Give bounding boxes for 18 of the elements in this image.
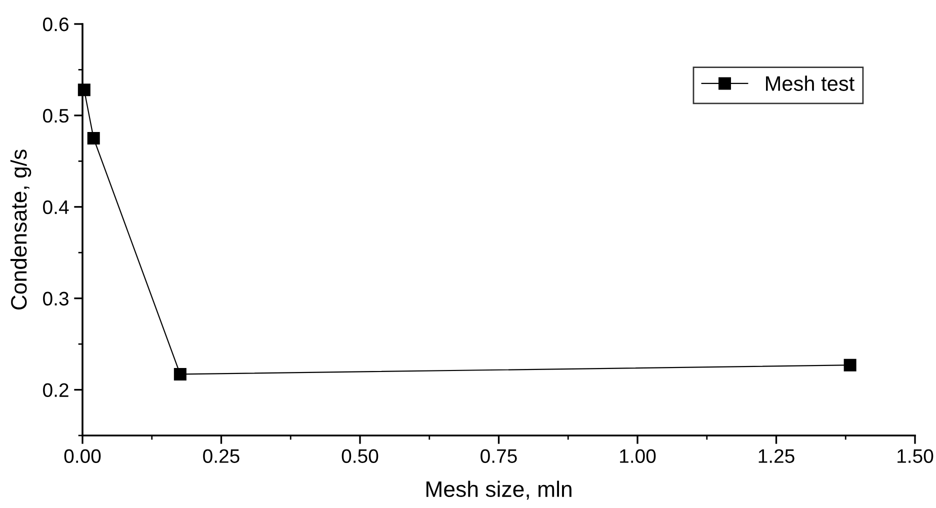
x-tick-label: 1.50 xyxy=(898,449,934,463)
y-tick-label: 0.6 xyxy=(43,17,68,32)
x-tick-label: 0.25 xyxy=(203,449,240,463)
legend-label: Mesh test xyxy=(766,76,854,91)
y-tick-label: 0.2 xyxy=(43,383,68,398)
point xyxy=(174,368,186,380)
x-tick-label: 0.50 xyxy=(342,449,378,463)
x-tick-label: 0.00 xyxy=(64,449,101,463)
x-axis-title: Mesh size, mln xyxy=(426,480,572,500)
point xyxy=(87,132,100,145)
y-tick-label: 0.5 xyxy=(43,108,68,123)
y-tick-label: 0.4 xyxy=(43,200,69,214)
y-axis-title: Condensate, g/s xyxy=(10,150,32,310)
x-tick-label: 1.00 xyxy=(620,449,656,463)
x-tick-label: 1.25 xyxy=(758,449,794,463)
x-tick-label: 0.75 xyxy=(480,449,517,463)
point xyxy=(844,358,856,372)
y-tick-label: 0.3 xyxy=(43,292,68,306)
